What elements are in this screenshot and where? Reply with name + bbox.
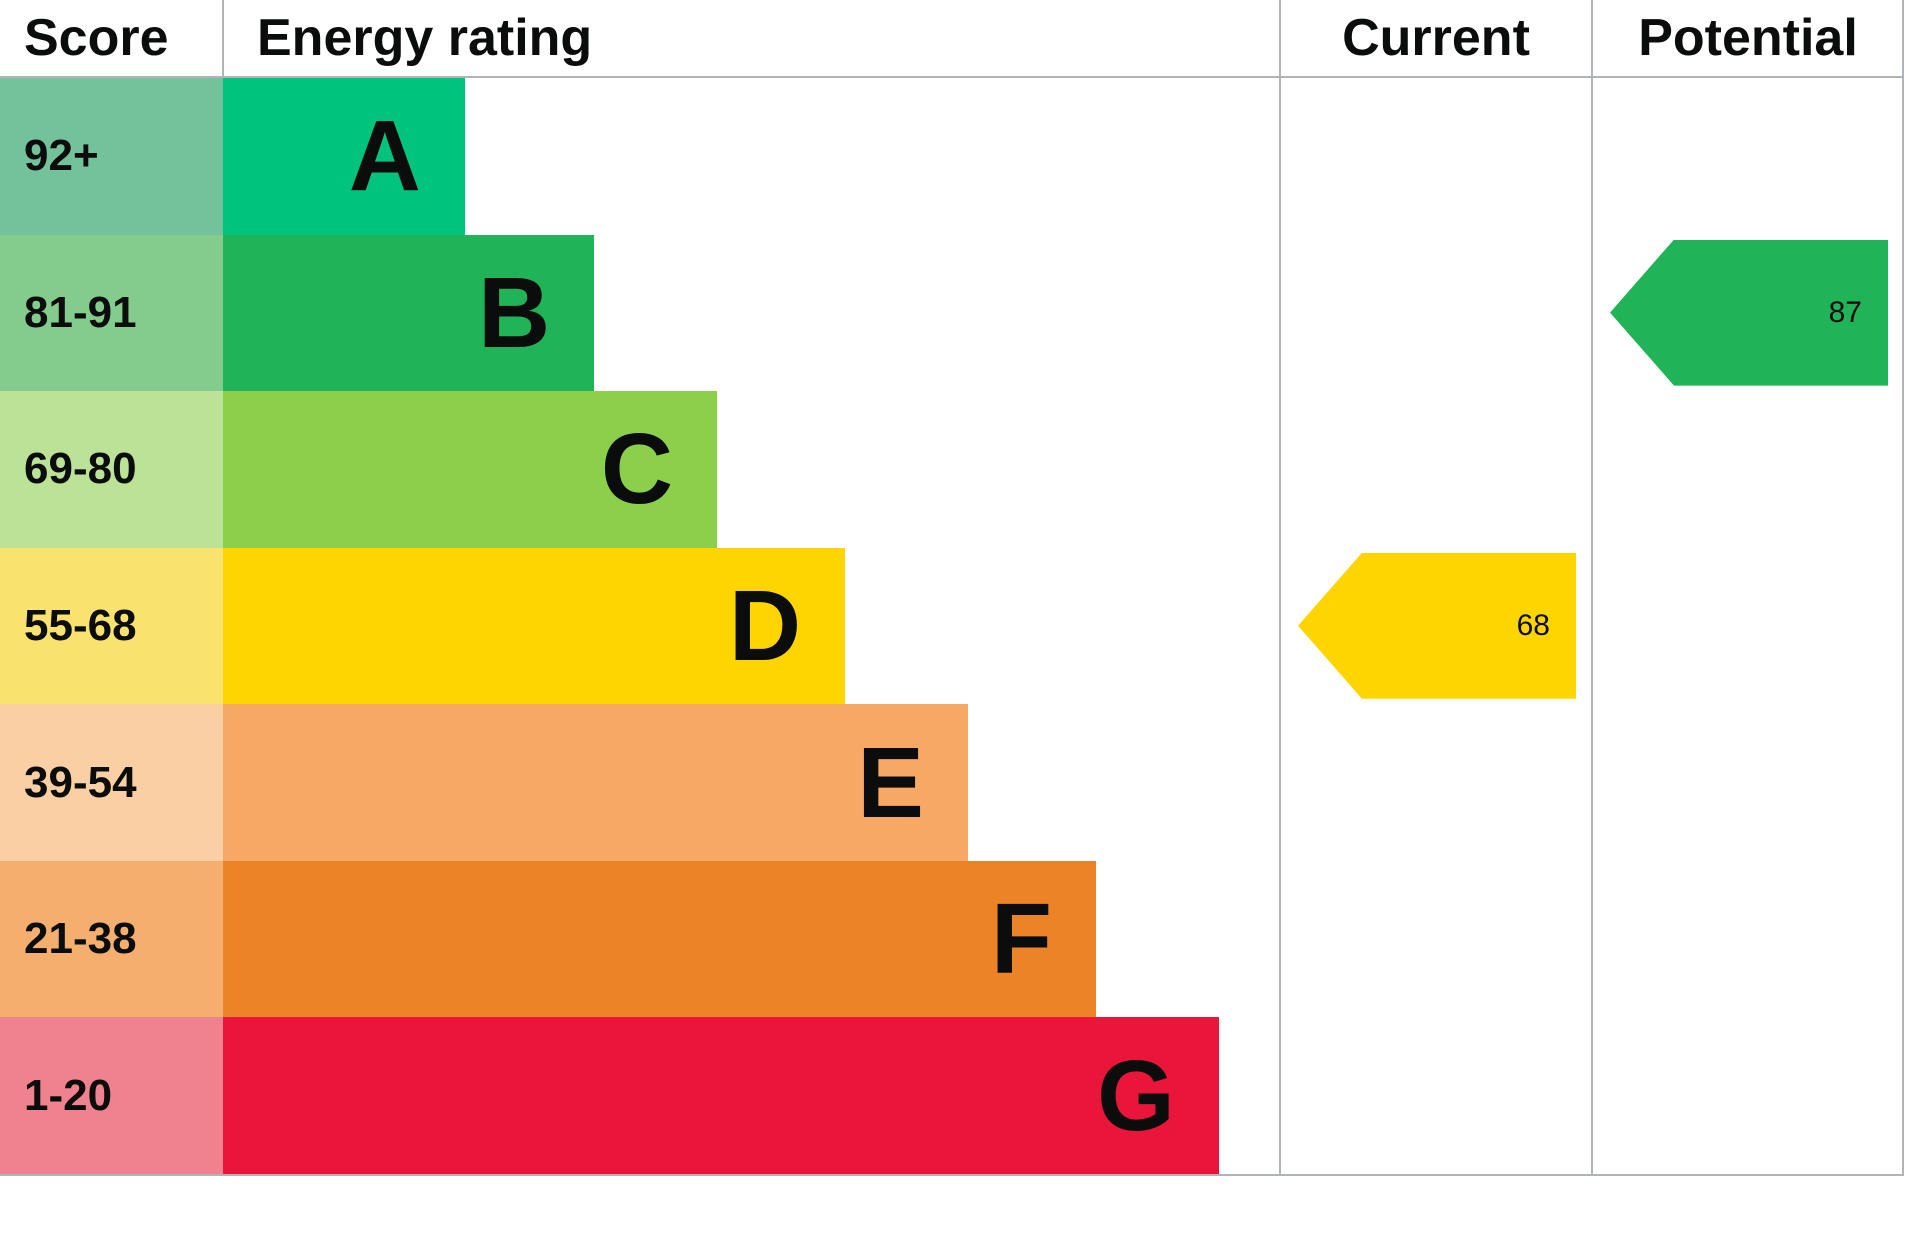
rating-letter-c: C bbox=[600, 413, 674, 526]
score-cell-d: 55-68 bbox=[0, 547, 223, 705]
band-row-g: 1-20 G bbox=[0, 1017, 1280, 1175]
potential-rating-value: 87 bbox=[1828, 295, 1862, 329]
rating-letter-d: D bbox=[728, 570, 802, 683]
current-column-header: Current bbox=[1342, 9, 1530, 67]
score-column-header: Score bbox=[24, 9, 169, 67]
score-cell-b: 81-91 bbox=[0, 234, 223, 392]
band-row-d: 55-68 D bbox=[0, 547, 1280, 705]
score-range-label: 55-68 bbox=[24, 601, 137, 651]
band-row-e: 39-54 E bbox=[0, 704, 1280, 861]
band-row-a: 92+ A bbox=[0, 78, 1280, 235]
score-cell-g: 1-20 bbox=[0, 1017, 223, 1175]
score-cell-a: 92+ bbox=[0, 78, 223, 235]
score-range-label: 69-80 bbox=[24, 444, 137, 494]
band-row-b: 81-91 B bbox=[0, 234, 1280, 392]
rating-bar-g: G bbox=[223, 1017, 1219, 1175]
rating-letter-f: F bbox=[990, 883, 1052, 996]
rating-bar-d: D bbox=[223, 547, 846, 705]
current-rating-arrow: 68 bbox=[1298, 552, 1576, 699]
rating-letter-e: E bbox=[857, 726, 924, 839]
rating-bar-c: C bbox=[223, 391, 718, 548]
energy-rating-column-header: Energy rating bbox=[257, 9, 593, 67]
current-rating-value: 68 bbox=[1516, 608, 1550, 642]
score-cell-e: 39-54 bbox=[0, 704, 223, 861]
score-range-label: 81-91 bbox=[24, 287, 137, 337]
potential-column: 87 bbox=[1592, 0, 1904, 1176]
rating-bar-f: F bbox=[223, 860, 1096, 1018]
potential-column-divider bbox=[1591, 0, 1593, 1176]
rating-letter-b: B bbox=[477, 256, 551, 369]
score-header-divider bbox=[222, 0, 224, 78]
header-row: Score Energy rating Current Potential bbox=[0, 0, 1904, 78]
rating-bands: 92+ A 81-91 B 69-80 C 55-68 bbox=[0, 78, 1280, 1175]
band-row-f: 21-38 F bbox=[0, 860, 1280, 1018]
score-range-label: 39-54 bbox=[24, 757, 137, 807]
current-column-divider bbox=[1279, 0, 1281, 1176]
potential-column-header: Potential bbox=[1638, 9, 1858, 67]
score-range-label: 1-20 bbox=[24, 1070, 113, 1120]
current-column: 68 bbox=[1280, 0, 1592, 1176]
rating-letter-a: A bbox=[348, 100, 421, 213]
rating-bar-b: B bbox=[223, 234, 595, 392]
band-row-c: 69-80 C bbox=[0, 391, 1280, 548]
score-cell-f: 21-38 bbox=[0, 860, 223, 1018]
score-cell-c: 69-80 bbox=[0, 391, 223, 548]
rating-letter-g: G bbox=[1097, 1039, 1175, 1152]
rating-bar-e: E bbox=[223, 704, 968, 861]
bottom-border-line bbox=[0, 1174, 1904, 1176]
potential-rating-arrow: 87 bbox=[1610, 239, 1888, 386]
score-range-label: 92+ bbox=[24, 131, 99, 181]
right-border-line bbox=[1902, 0, 1904, 1176]
rating-bar-a: A bbox=[223, 78, 465, 235]
score-range-label: 21-38 bbox=[24, 914, 137, 964]
